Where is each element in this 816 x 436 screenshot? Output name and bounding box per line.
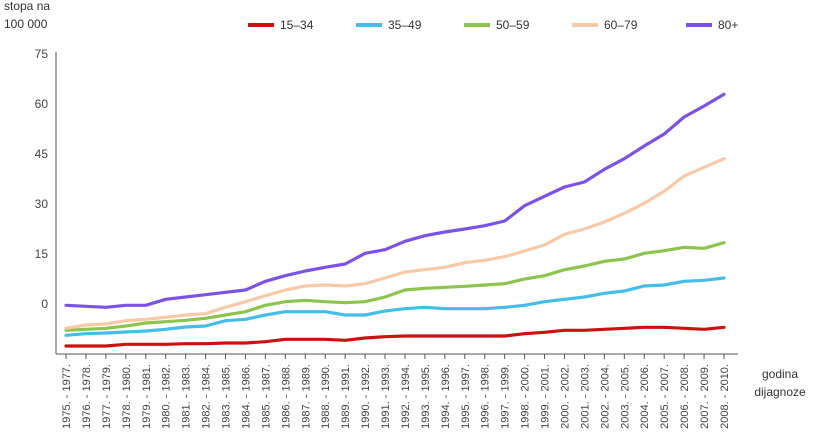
y-tick-label: 30 bbox=[35, 197, 49, 211]
series-line-5 bbox=[64, 92, 726, 309]
x-tick-label: 1981. - 1983. bbox=[181, 364, 193, 429]
x-tick-label: 2008. - 2010. bbox=[719, 364, 731, 429]
x-tick-label: 1984. - 1986. bbox=[240, 364, 252, 429]
legend-label: 80+ bbox=[718, 18, 738, 32]
series-line-1 bbox=[64, 325, 726, 348]
x-axis-label-line2: dijagnoze bbox=[754, 385, 806, 399]
x-tick-label: 2007. - 2009. bbox=[699, 364, 711, 429]
y-tick-label: 45 bbox=[35, 147, 49, 161]
series-line-3 bbox=[64, 241, 726, 332]
y-tick-label: 15 bbox=[35, 247, 49, 261]
x-tick-label: 2003. - 2005. bbox=[619, 364, 631, 429]
x-tick-label: 1976. - 1978. bbox=[81, 364, 93, 429]
x-tick-label: 1992. - 1994. bbox=[400, 364, 412, 429]
legend-label: 50–59 bbox=[496, 18, 530, 32]
x-tick-label: 1994. - 1996. bbox=[440, 364, 452, 429]
x-tick-label: 2000. - 2002. bbox=[559, 364, 571, 429]
series-line-2 bbox=[64, 276, 726, 337]
x-tick-label: 1975. - 1977. bbox=[61, 364, 73, 429]
x-tick-label: 1996. - 1998. bbox=[480, 364, 492, 429]
x-tick-label: 1987. - 1989. bbox=[300, 364, 312, 429]
series-lines bbox=[64, 92, 726, 348]
y-tick-label: 0 bbox=[41, 297, 48, 311]
x-tick-label: 1998. - 2000. bbox=[520, 364, 532, 429]
x-tick-label: 2005. - 2007. bbox=[659, 364, 671, 429]
x-tick-label: 1989. - 1991. bbox=[340, 364, 352, 429]
x-tick-label: 1993. - 1995. bbox=[420, 364, 432, 429]
x-tick-label: 1995. - 1997. bbox=[460, 364, 472, 429]
x-tick-label: 1978. - 1980. bbox=[121, 364, 133, 429]
y-axis-label-line1: stopa na bbox=[4, 0, 50, 13]
x-tick-label: 1985. - 1987. bbox=[260, 364, 272, 429]
x-tick-label: 1988. - 1990. bbox=[320, 364, 332, 429]
x-tick-label: 1979. - 1981. bbox=[141, 364, 153, 429]
legend-label: 60–79 bbox=[604, 18, 638, 32]
x-tick-label: 1977. - 1979. bbox=[101, 364, 113, 429]
x-tick-label: 1991. - 1993. bbox=[380, 364, 392, 429]
x-axis-label-line1: godina bbox=[762, 367, 798, 381]
legend-label: 35–49 bbox=[388, 18, 422, 32]
x-tick-label: 1980. - 1982. bbox=[161, 364, 173, 429]
y-tick-label: 60 bbox=[35, 97, 49, 111]
y-axis-label-line2: 100 000 bbox=[4, 17, 48, 31]
y-axis: 75 60 45 30 15 0 bbox=[35, 47, 49, 311]
legend: 15–34 35–49 50–59 60–79 80+ bbox=[248, 18, 738, 32]
x-tick-label: 1999. - 2001. bbox=[540, 364, 552, 429]
x-tick-label: 1986. - 1988. bbox=[280, 364, 292, 429]
x-tick-label: 1997. - 1999. bbox=[500, 364, 512, 429]
x-tick-label: 1982. - 1984. bbox=[201, 364, 213, 429]
y-tick-label: 75 bbox=[35, 47, 49, 61]
legend-label: 15–34 bbox=[280, 18, 314, 32]
x-tick-label: 1983. - 1985. bbox=[221, 364, 233, 429]
x-tick-label: 2004. - 2006. bbox=[639, 364, 651, 429]
series-line-4 bbox=[64, 157, 726, 330]
x-axis: 1975. - 1977. 1976. - 1978. 1977. - 1979. 1… bbox=[61, 354, 731, 429]
x-tick-label: 2002. - 2004. bbox=[599, 364, 611, 429]
x-tick-label: 1990. - 1992. bbox=[360, 364, 372, 429]
x-tick-label: 2001. - 2003. bbox=[579, 364, 591, 429]
x-tick-label: 2006. - 2008. bbox=[679, 364, 691, 429]
